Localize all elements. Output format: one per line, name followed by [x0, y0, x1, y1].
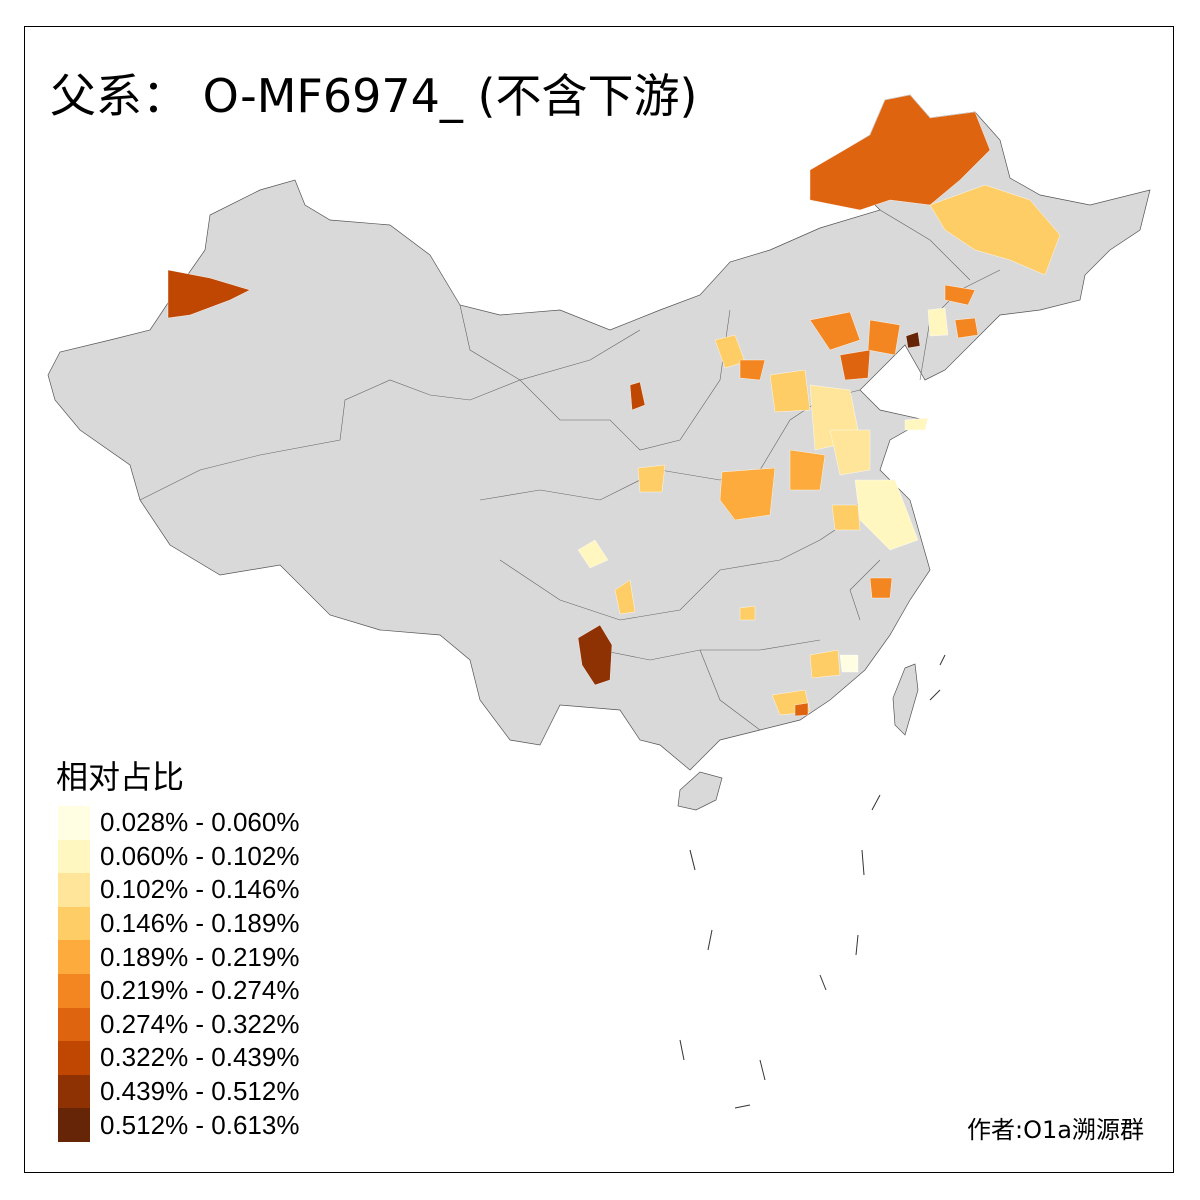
- legend-item: 0.439% - 0.512%: [58, 1074, 300, 1109]
- legend-label: 0.060% - 0.102%: [100, 840, 300, 871]
- legend-swatch: [58, 906, 90, 941]
- legend-label: 0.028% - 0.060%: [100, 807, 300, 838]
- region-chengde: [867, 319, 901, 356]
- region-gansu: [637, 464, 666, 493]
- region-guizhou: [614, 579, 636, 615]
- legend-item: 0.060% - 0.102%: [58, 839, 300, 874]
- legend-swatch: [58, 973, 90, 1008]
- region-shanxi-north: [739, 359, 766, 381]
- region-hunan: [739, 605, 756, 621]
- region-jiangsu: [854, 479, 919, 551]
- south-china-sea-islands: [679, 654, 946, 1109]
- region-zhejiang: [869, 577, 893, 599]
- legend-item: 0.028% - 0.060%: [58, 806, 299, 840]
- region-liaoning: [944, 284, 976, 306]
- region-shaanxi: [719, 467, 776, 521]
- legend-label: 0.322% - 0.439%: [100, 1042, 300, 1073]
- region-shanxi: [769, 369, 811, 413]
- legend-item: 0.102% - 0.146%: [58, 873, 299, 907]
- legend-item: 0.274% - 0.322%: [58, 1007, 300, 1042]
- legend-label: 0.219% - 0.274%: [100, 975, 300, 1006]
- legend-label: 0.102% - 0.146%: [100, 874, 300, 905]
- hainan-island: [677, 771, 723, 811]
- china-landmass: [47, 94, 1151, 771]
- legend-item: 0.219% - 0.274%: [58, 973, 300, 1008]
- region-beijing: [839, 349, 871, 381]
- legend-label: 0.274% - 0.322%: [100, 1008, 300, 1039]
- region-dalian: [905, 331, 921, 349]
- legend-swatch: [58, 806, 90, 840]
- legend-label: 0.189% - 0.219%: [100, 941, 300, 972]
- legend-label: 0.439% - 0.512%: [100, 1076, 300, 1107]
- legend-swatch: [58, 1108, 90, 1142]
- region-liaoning-mid: [927, 307, 949, 337]
- region-shenzhen: [794, 702, 809, 717]
- map-title: 父系： O-MF6974_ (不含下游): [50, 69, 698, 123]
- region-liaoning-east: [954, 317, 979, 339]
- legend-title: 相对占比: [56, 758, 185, 796]
- legend-swatch: [58, 1007, 90, 1042]
- legend-label: 0.146% - 0.189%: [100, 908, 300, 939]
- legend-swatch: [58, 1074, 90, 1109]
- legend-item: 0.189% - 0.219%: [58, 940, 299, 974]
- legend-swatch: [58, 839, 90, 874]
- region-hulunbuir: [809, 94, 991, 211]
- region-henan: [789, 449, 826, 491]
- legend-item: 0.512% - 0.613%: [58, 1108, 299, 1142]
- region-ningxia: [629, 381, 646, 411]
- legend-swatch: [58, 1041, 90, 1075]
- region-anhui: [831, 504, 861, 531]
- legend-label: 0.512% - 0.613%: [100, 1109, 300, 1140]
- colored-regions: [167, 94, 1061, 717]
- map-frame: [24, 26, 1174, 1173]
- region-shandong: [829, 429, 871, 476]
- region-fujian: [809, 649, 841, 679]
- taiwan-island: [892, 663, 919, 736]
- region-hebei-north: [809, 311, 861, 351]
- province-borders: [139, 209, 1001, 731]
- legend-swatch: [58, 873, 90, 907]
- legend: 0.028% - 0.060% 0.060% - 0.102% 0.102% - 0…: [58, 806, 299, 1142]
- region-sichuan: [577, 539, 609, 569]
- region-fujian-east: [839, 654, 859, 673]
- legend-swatch: [58, 940, 90, 974]
- region-heilongjiang-west: [929, 184, 1061, 276]
- legend-item: 0.146% - 0.189%: [58, 906, 300, 941]
- author-credit: 作者:O1a溯源群: [967, 1116, 1144, 1144]
- region-yunnan-west: [577, 624, 613, 686]
- legend-item: 0.322% - 0.439%: [58, 1041, 299, 1075]
- region-shandong-east: [904, 417, 929, 431]
- region-yili: [167, 269, 251, 319]
